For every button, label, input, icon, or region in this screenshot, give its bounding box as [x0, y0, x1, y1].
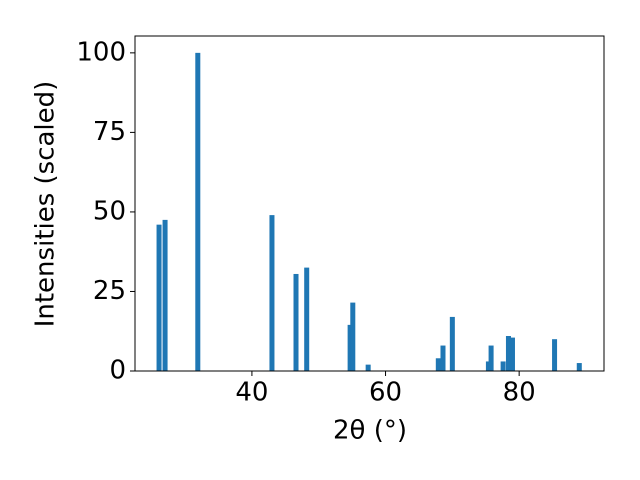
bar — [162, 219, 168, 371]
bar — [347, 324, 353, 371]
y-tick-label: 25 — [93, 276, 126, 306]
bar — [350, 302, 356, 371]
bar — [509, 337, 515, 371]
x-tick-label: 80 — [503, 378, 536, 408]
x-axis-label: 2θ (°) — [333, 416, 407, 446]
x-tick-label: 40 — [235, 378, 268, 408]
bar — [488, 345, 494, 371]
bar — [485, 361, 491, 371]
bar — [293, 273, 299, 371]
y-axis-label: Intensities (scaled) — [31, 81, 61, 328]
bar — [500, 361, 506, 371]
bar — [449, 316, 455, 371]
y-tick-label: 0 — [109, 356, 126, 386]
y-tick-label: 75 — [93, 117, 126, 147]
y-tick-label: 100 — [76, 37, 126, 67]
bar — [505, 336, 511, 371]
x-tick-label: 60 — [369, 378, 402, 408]
y-tick-label: 50 — [93, 196, 126, 226]
bar — [552, 339, 558, 371]
bar — [440, 345, 446, 371]
bar — [304, 267, 310, 371]
bar — [576, 363, 582, 371]
plot-frame — [134, 35, 605, 372]
bar — [156, 224, 162, 371]
bar — [269, 215, 275, 371]
bar — [435, 358, 441, 371]
bar — [365, 364, 371, 371]
bar — [195, 52, 201, 371]
